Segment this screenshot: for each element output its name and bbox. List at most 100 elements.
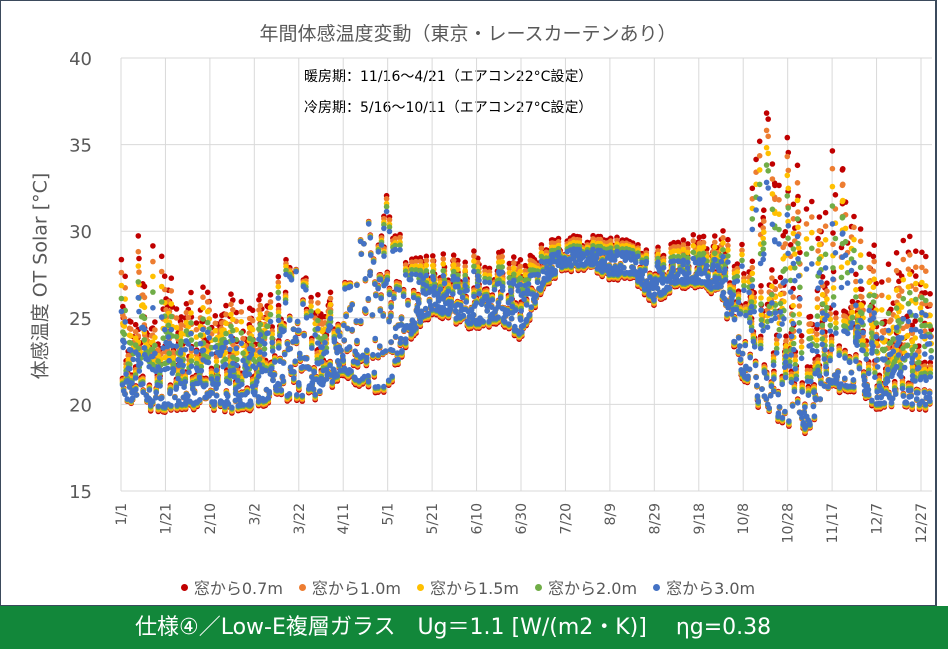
data-point xyxy=(824,288,830,294)
data-point xyxy=(900,276,907,283)
data-point xyxy=(269,331,276,338)
data-point xyxy=(871,242,877,248)
data-point xyxy=(927,312,933,319)
data-point xyxy=(809,198,815,205)
data-point xyxy=(787,242,794,248)
data-point xyxy=(814,331,820,338)
data-point xyxy=(121,323,128,329)
x-tick-label: 3/2 xyxy=(247,503,263,526)
data-point xyxy=(178,338,185,345)
data-point xyxy=(798,338,805,345)
data-point xyxy=(830,285,837,291)
data-point xyxy=(833,310,839,316)
data-point xyxy=(776,211,782,217)
data-point xyxy=(185,314,192,321)
data-point xyxy=(765,116,771,122)
data-point xyxy=(796,311,803,318)
data-point xyxy=(898,304,905,310)
data-point xyxy=(506,270,513,276)
data-point xyxy=(308,308,314,315)
data-point xyxy=(790,216,797,222)
data-point xyxy=(896,293,902,299)
data-point xyxy=(607,238,614,244)
legend-marker-icon xyxy=(535,583,543,591)
x-tick-label: 7/20 xyxy=(558,503,574,534)
data-point xyxy=(790,302,796,309)
data-point xyxy=(815,235,821,242)
data-point xyxy=(450,262,457,268)
data-point xyxy=(462,263,469,270)
data-point xyxy=(807,321,814,327)
data-point xyxy=(761,218,767,224)
data-point xyxy=(741,278,747,285)
data-point xyxy=(440,261,447,267)
data-point xyxy=(257,321,264,328)
data-point xyxy=(257,292,264,299)
data-point xyxy=(188,337,195,343)
data-point xyxy=(128,340,134,346)
data-point xyxy=(840,197,846,204)
data-point xyxy=(749,264,756,271)
x-tick-label: 5/21 xyxy=(425,503,441,534)
data-point xyxy=(760,225,766,231)
data-point xyxy=(758,312,765,318)
data-point xyxy=(739,241,745,248)
data-point xyxy=(160,335,166,342)
data-point xyxy=(275,289,282,296)
data-point xyxy=(249,317,256,324)
data-point xyxy=(913,273,919,279)
x-tick-label: 10/28 xyxy=(781,503,797,543)
data-point xyxy=(785,185,792,192)
data-point xyxy=(712,233,718,239)
data-point xyxy=(907,252,913,258)
data-point xyxy=(829,165,836,172)
data-point xyxy=(135,233,142,239)
y-tick-label: 20 xyxy=(69,395,92,416)
data-point xyxy=(256,326,262,332)
data-point xyxy=(228,291,234,298)
data-point xyxy=(840,166,846,172)
data-point xyxy=(866,264,872,271)
data-point xyxy=(909,322,916,329)
data-point xyxy=(213,363,220,370)
data-point xyxy=(792,251,798,257)
data-point xyxy=(784,134,791,141)
data-point xyxy=(283,267,289,274)
data-point xyxy=(173,324,180,331)
data-point xyxy=(912,318,918,324)
data-point xyxy=(118,256,125,263)
data-point xyxy=(927,291,933,297)
data-point xyxy=(440,251,447,257)
data-point xyxy=(838,264,845,271)
legend-item: 窓から1.5m xyxy=(416,575,519,599)
data-point xyxy=(121,331,128,338)
data-point xyxy=(885,277,892,283)
data-point xyxy=(922,290,928,296)
data-point xyxy=(900,237,907,244)
data-point xyxy=(152,319,158,325)
data-point xyxy=(720,228,726,234)
data-point xyxy=(849,309,856,316)
data-point xyxy=(816,241,823,248)
legend-marker-icon xyxy=(653,583,661,591)
data-point xyxy=(815,260,821,267)
legend-label: 窓から3.0m xyxy=(666,579,756,598)
data-point xyxy=(760,235,766,242)
data-point xyxy=(158,283,165,290)
data-point xyxy=(168,301,175,307)
data-point xyxy=(680,242,687,248)
data-point xyxy=(315,292,321,298)
legend-item: 窓から1.0m xyxy=(298,575,401,599)
data-point xyxy=(240,350,246,357)
data-point xyxy=(257,302,264,309)
data-point xyxy=(223,302,229,309)
data-point xyxy=(712,239,718,246)
data-point xyxy=(822,209,829,216)
x-tick-label: 1/1 xyxy=(114,503,130,526)
data-point xyxy=(136,255,142,262)
data-point xyxy=(923,253,929,260)
data-point xyxy=(141,304,148,311)
data-point xyxy=(118,269,125,276)
data-point xyxy=(499,253,506,260)
data-point xyxy=(919,279,925,286)
